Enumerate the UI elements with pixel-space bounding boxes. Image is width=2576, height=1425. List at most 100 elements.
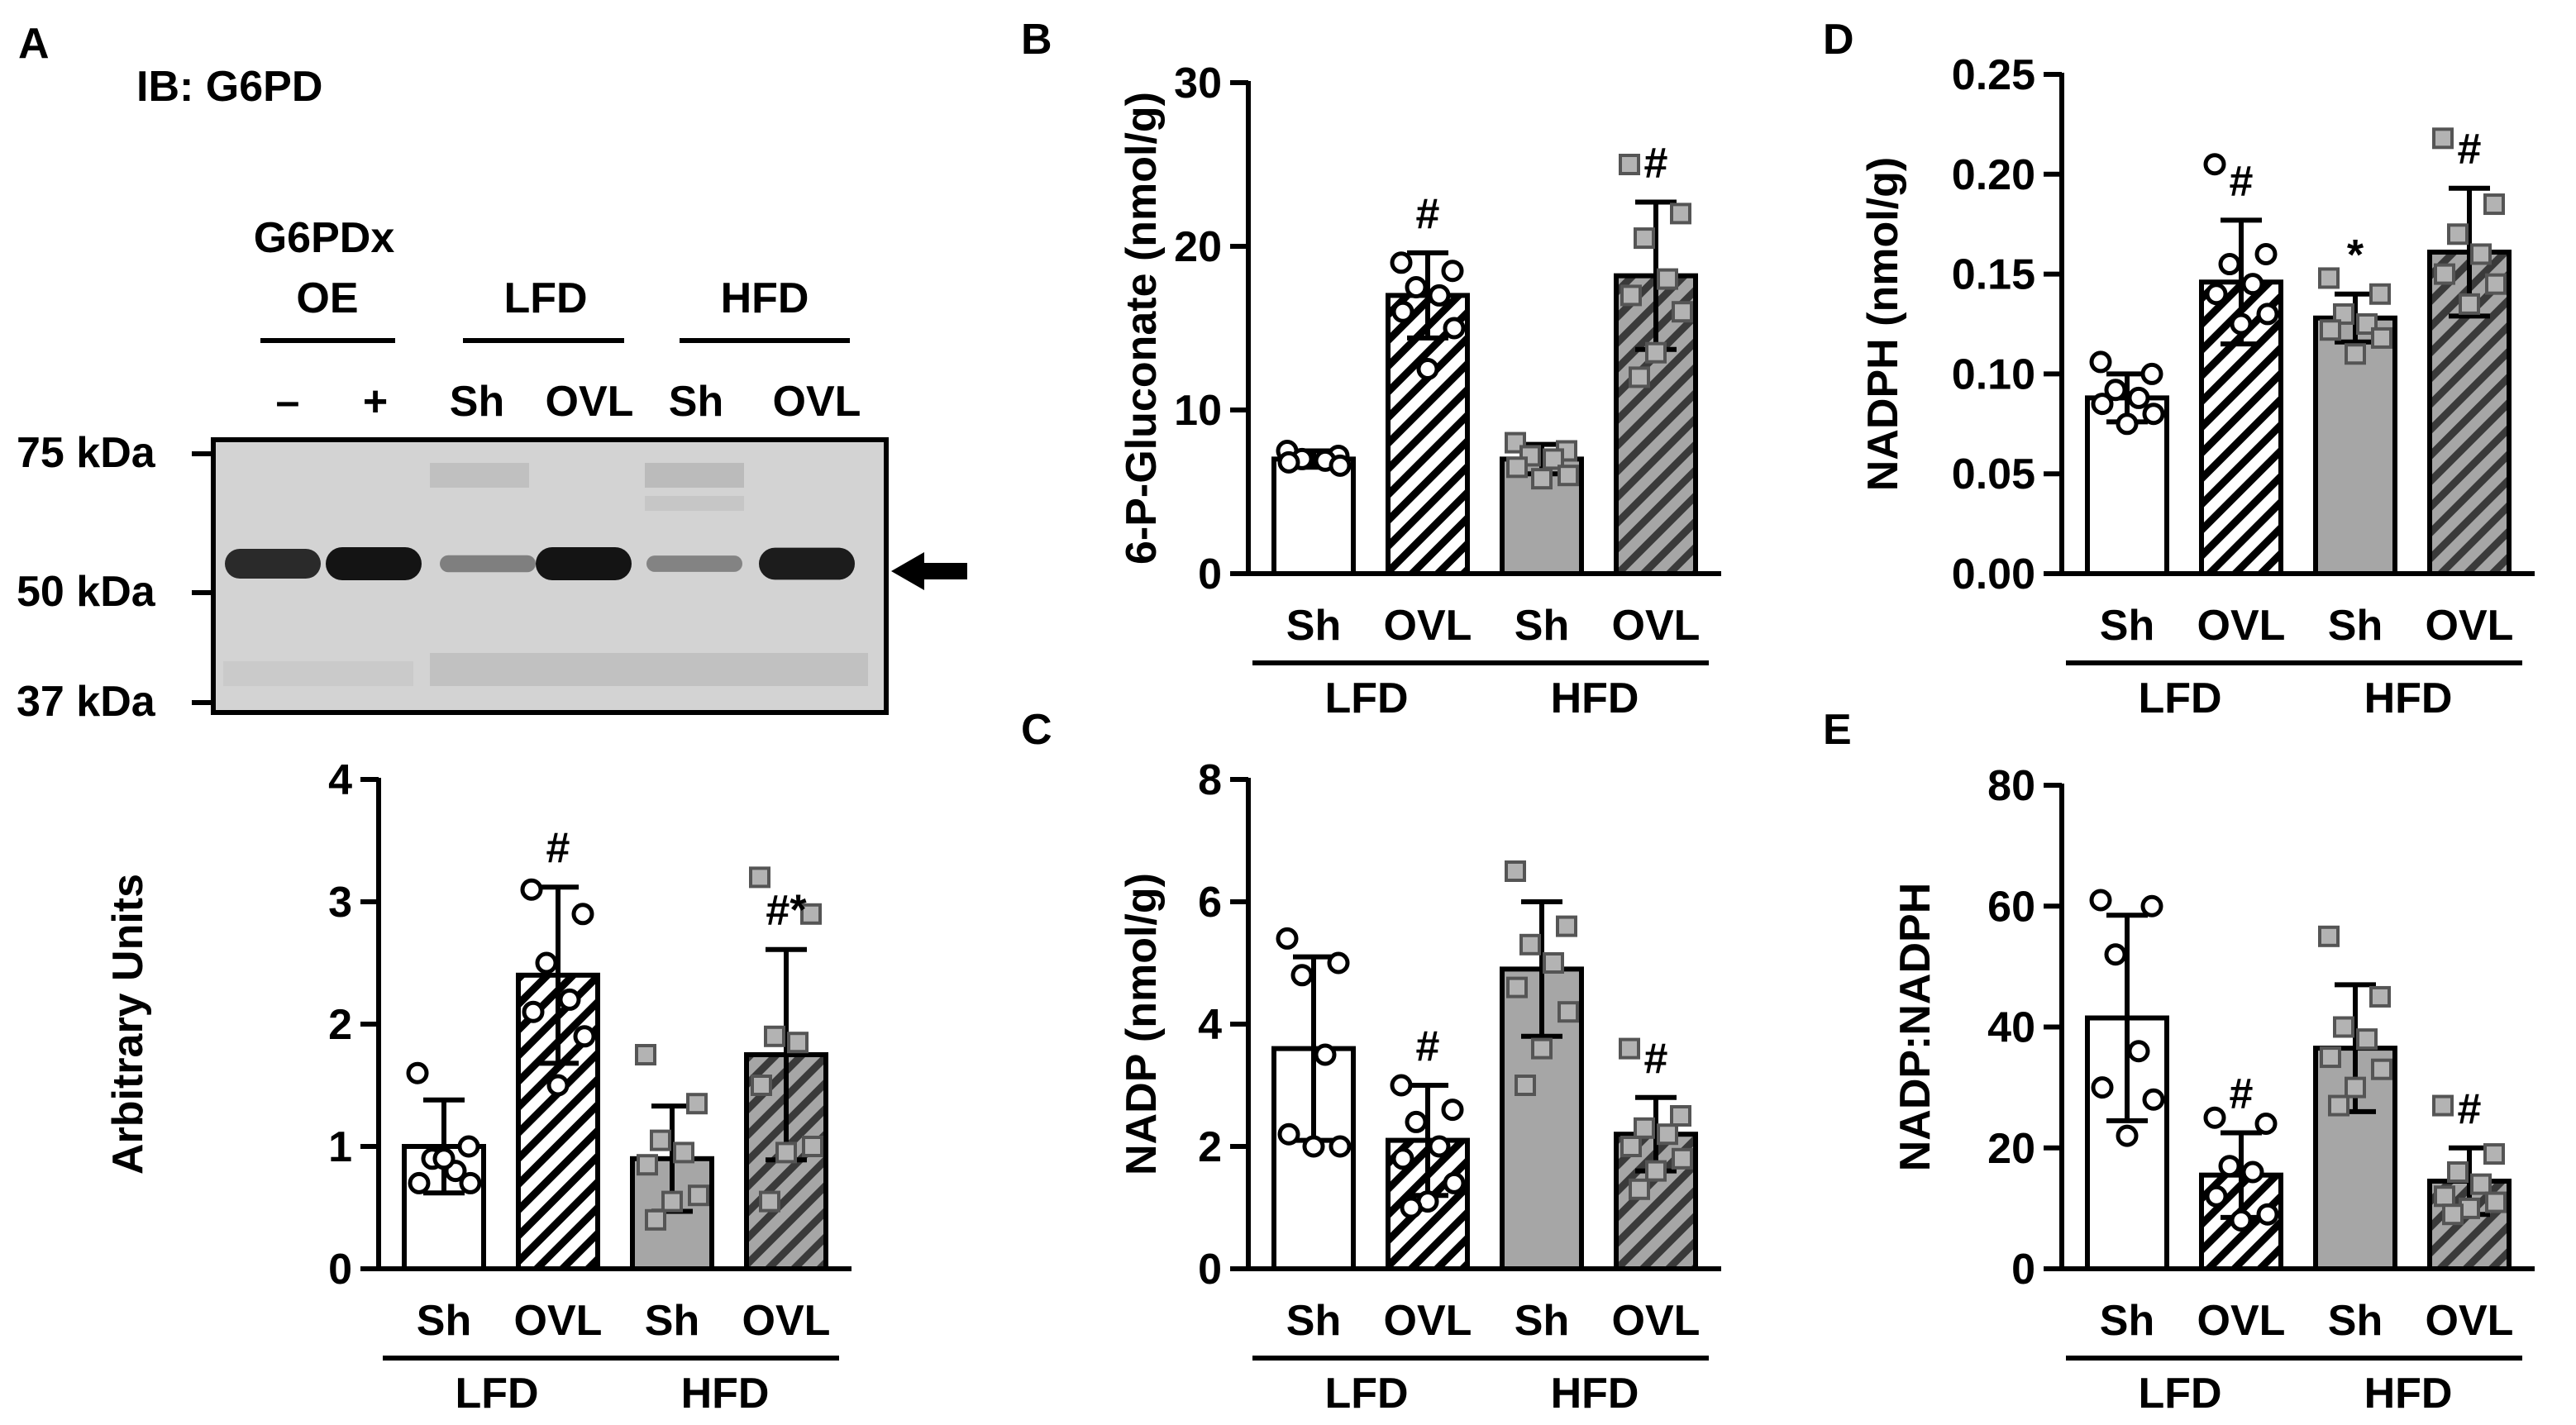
- group-label-b-2: HFD: [1551, 674, 1639, 722]
- data-point-b-4-7: [1645, 341, 1667, 364]
- data-point-d-2-2: [2254, 242, 2278, 265]
- y-tick-label-c-3: 6: [1198, 879, 1222, 927]
- lane-label-4: OVL: [546, 378, 634, 426]
- y-tick-label-e-4: 80: [1987, 762, 2035, 810]
- data-point-d-2-3: [2218, 253, 2241, 276]
- data-point-c-4-5: [1620, 1136, 1642, 1157]
- data-point-a-3-2: [686, 1093, 708, 1115]
- category-label-a-2: OVL: [514, 1297, 603, 1345]
- y-tick-label-c-1: 2: [1198, 1123, 1222, 1171]
- blot-band-lane-4: [536, 547, 632, 580]
- data-point-e-3-6: [2371, 1058, 2392, 1080]
- y-tick-label-a-2: 2: [328, 1001, 352, 1049]
- significance-c-2: #: [1416, 1022, 1440, 1070]
- data-point-a-4-3: [764, 1025, 785, 1047]
- data-point-b-3-4: [1543, 448, 1564, 470]
- data-point-b-1-6: [1329, 454, 1352, 477]
- chart-panel-c: C 0 2 4 6 8 NADP (nmol/g) Sh # OVL Sh # OVL LFD HFD: [1021, 706, 1721, 1418]
- data-point-c-1-2: [1327, 951, 1350, 975]
- group-label-d-1: LFD: [2138, 674, 2221, 722]
- blot-title: IB: G6PD: [136, 63, 322, 111]
- chart-panel-d: D 0.00 0.05 0.10 0.15 0.20 0.25 NADPH (nmol/g) S…: [1823, 16, 2535, 722]
- panel-label-c: C: [1021, 706, 1052, 754]
- data-point-d-3-3: [2333, 303, 2354, 325]
- blot-band-lane-5: [646, 555, 742, 572]
- significance-a-2: #: [546, 824, 570, 872]
- data-point-a-1-2: [457, 1135, 480, 1158]
- y-tick-label-b-1: 10: [1174, 387, 1222, 435]
- significance-d-4: #: [2458, 126, 2482, 174]
- data-point-d-1-5: [2091, 393, 2114, 416]
- data-point-b-2-5: [1391, 300, 1414, 323]
- ladder-label-75: 75 kDa: [17, 429, 156, 477]
- group-label-e-1: LFD: [2138, 1370, 2221, 1418]
- blot-band-lane-3: [440, 555, 536, 573]
- data-point-c-2-1: [1390, 1074, 1413, 1097]
- lane-group-lfd: LFD: [503, 274, 587, 322]
- data-point-a-2-5: [522, 1000, 545, 1023]
- group-label-c-2: HFD: [1551, 1370, 1639, 1418]
- y-tick-label-b-2: 20: [1174, 223, 1222, 271]
- data-point-c-1-3: [1290, 964, 1314, 987]
- category-label-b-2: OVL: [1384, 602, 1472, 650]
- group-label-d-2: HFD: [2364, 674, 2453, 722]
- data-point-e-2-5: [2205, 1184, 2228, 1208]
- blot-band-lane-2: [326, 547, 422, 580]
- category-label-e-3: Sh: [2328, 1297, 2383, 1345]
- category-label-c-2: OVL: [1384, 1297, 1472, 1345]
- y-axis-title-a: Arbitrary Units: [104, 874, 152, 1175]
- data-point-d-1-7: [2116, 412, 2139, 436]
- data-point-d-4-1: [2432, 127, 2454, 150]
- category-label-d-4: OVL: [2426, 602, 2514, 650]
- y-tick-label-e-0: 0: [2011, 1246, 2035, 1294]
- data-point-c-4-7: [1645, 1160, 1667, 1182]
- significance-e-2: #: [2230, 1070, 2254, 1118]
- data-point-d-3-7: [2345, 343, 2366, 365]
- data-point-b-4-2: [1670, 203, 1691, 225]
- data-point-e-1-3: [2104, 943, 2127, 966]
- data-point-d-4-5: [2434, 263, 2455, 285]
- y-tick-label-a-1: 1: [328, 1123, 352, 1171]
- y-axis-title-e: NADP:NADPH: [1891, 883, 1939, 1172]
- data-point-d-3-6: [2371, 326, 2392, 349]
- category-label-a-3: Sh: [645, 1297, 699, 1345]
- data-point-d-1-2: [2140, 362, 2163, 385]
- data-point-c-3-8: [1515, 1075, 1536, 1096]
- y-tick-label-e-2: 40: [1987, 1004, 2035, 1052]
- bar-b-1: [1271, 456, 1356, 577]
- data-point-a-2-2: [571, 903, 594, 926]
- data-point-d-3-5: [2320, 319, 2341, 341]
- data-point-e-3-3: [2333, 1016, 2354, 1038]
- chart-panel-b: B 0 10 20 306-P-Gluconate (nmol/g) Sh # OVL Sh # O…: [1021, 16, 1721, 722]
- data-point-a-3-8: [645, 1208, 666, 1231]
- y-axis-title-c: NADP (nmol/g): [1118, 873, 1166, 1175]
- data-point-c-3-1: [1505, 860, 1526, 882]
- data-point-b-2-1: [1390, 251, 1413, 274]
- data-point-b-3-7: [1531, 468, 1553, 490]
- data-point-d-1-6: [2142, 403, 2165, 426]
- data-point-e-3-2: [2369, 985, 2391, 1008]
- data-point-c-4-8: [1629, 1178, 1650, 1200]
- data-point-a-3-1: [635, 1044, 656, 1065]
- significance-c-4: #: [1644, 1035, 1668, 1083]
- data-point-e-1-5: [2091, 1076, 2114, 1099]
- data-point-c-3-6: [1558, 1001, 1579, 1023]
- data-point-c-2-8: [1400, 1196, 1423, 1219]
- arrow-icon: [891, 552, 967, 590]
- y-tick-label-d-2: 0.10: [1952, 350, 2035, 398]
- category-label-a-1: Sh: [417, 1297, 471, 1345]
- data-point-d-1-4: [2127, 386, 2150, 409]
- data-point-b-3-5: [1506, 456, 1528, 479]
- y-tick-label-c-4: 8: [1198, 756, 1222, 804]
- y-tick-label-b-3: 30: [1174, 60, 1222, 107]
- data-point-a-2-7: [546, 1074, 570, 1097]
- data-point-e-3-1: [2318, 925, 2340, 947]
- data-point-c-3-3: [1519, 933, 1541, 956]
- y-tick-label-a-3: 3: [328, 879, 352, 927]
- panel-label-a: A: [18, 20, 50, 68]
- data-point-c-2-4: [1428, 1135, 1451, 1158]
- category-label-c-1: Sh: [1286, 1297, 1341, 1345]
- data-point-e-1-6: [2142, 1088, 2165, 1111]
- data-point-b-4-5: [1620, 284, 1642, 307]
